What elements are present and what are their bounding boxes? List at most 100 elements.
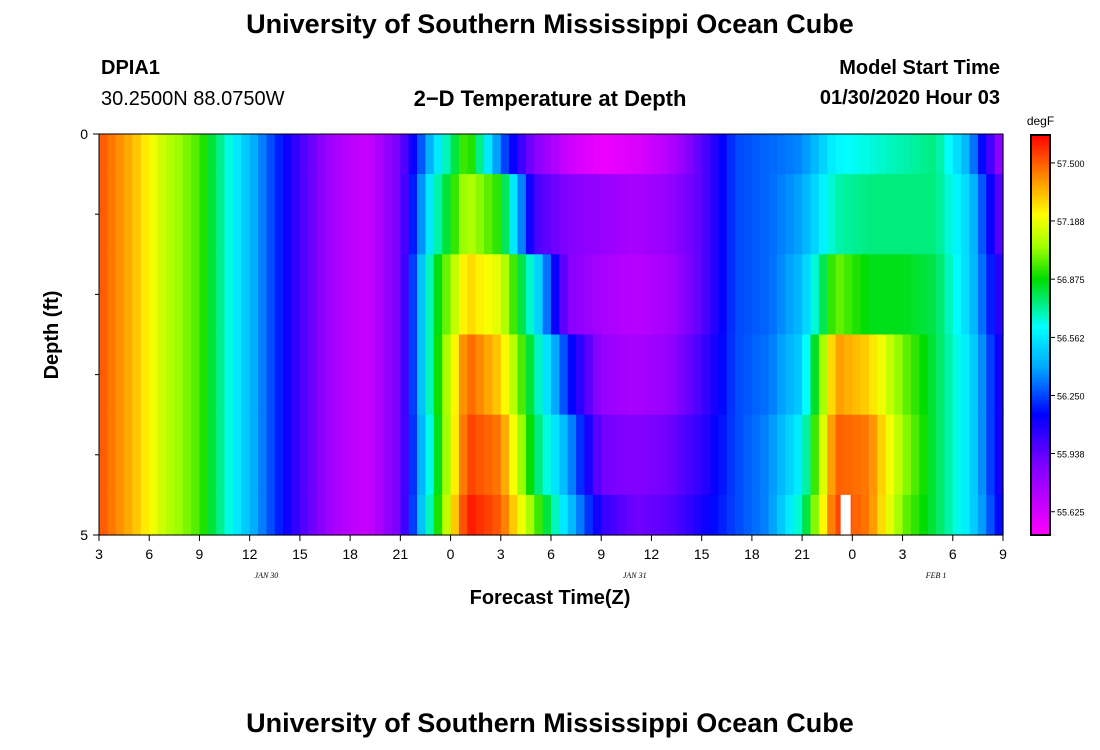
heatmap-cell: [216, 134, 226, 175]
colorbar-segment: [1031, 212, 1050, 216]
heatmap-cell: [885, 134, 895, 175]
heatmap-cell: [484, 174, 494, 255]
heatmap-cell: [484, 134, 494, 175]
heatmap-cell: [207, 494, 217, 536]
heatmap-cell: [927, 414, 937, 496]
heatmap-cell: [115, 134, 125, 175]
heatmap-cell: [768, 494, 778, 536]
colorbar-segment: [1031, 407, 1050, 411]
heatmap-cell: [249, 174, 259, 255]
heatmap-cell: [651, 414, 661, 496]
heatmap-cell: [902, 334, 912, 416]
heatmap-cell: [626, 134, 636, 175]
colorbar-segment: [1031, 395, 1050, 399]
heatmap-cell: [718, 494, 728, 536]
heatmap-cell: [952, 334, 962, 416]
heatmap-cell: [818, 254, 828, 336]
heatmap-cell: [818, 174, 828, 255]
heatmap-cell: [517, 134, 527, 175]
heatmap-cell: [793, 334, 803, 416]
heatmap-cell: [735, 174, 745, 255]
heatmap-cell: [626, 254, 636, 336]
heatmap-cell: [391, 174, 401, 255]
heatmap-cell: [283, 414, 293, 496]
colorbar-segment: [1031, 267, 1050, 271]
heatmap-cell: [567, 254, 577, 336]
heatmap-cell: [894, 494, 904, 536]
heatmap-cell: [124, 334, 134, 416]
x-axis-title: Forecast Time(Z): [470, 587, 631, 609]
colorbar-segment: [1031, 310, 1050, 314]
heatmap-cell: [140, 174, 150, 255]
heatmap-cell: [701, 334, 711, 416]
heatmap-cell: [350, 134, 360, 175]
heatmap-cell: [877, 334, 887, 416]
colorbar-segment: [1031, 145, 1050, 149]
colorbar-segment: [1031, 242, 1050, 246]
heatmap-cell: [509, 134, 519, 175]
heatmap-cell: [944, 334, 954, 416]
heatmap-cell: [358, 174, 368, 255]
heatmap-cell: [977, 134, 987, 175]
colorbar-segment: [1031, 190, 1050, 194]
colorbar-segment: [1031, 367, 1050, 371]
heatmap-cell: [266, 134, 276, 175]
colorbar-segment: [1031, 217, 1050, 221]
heatmap-cell: [258, 494, 268, 536]
heatmap-cell: [710, 334, 720, 416]
heatmap-cell: [768, 174, 778, 255]
heatmap-cell: [768, 254, 778, 336]
heatmap-cell: [885, 254, 895, 336]
colorbar-segment: [1031, 142, 1050, 146]
station-id: DPIA1: [101, 57, 160, 79]
heatmap-cell: [216, 494, 226, 536]
heatmap-cell: [802, 254, 812, 336]
plot-title: 2−D Temperature at Depth: [413, 86, 687, 111]
heatmap-cell: [944, 174, 954, 255]
heatmap-cell: [693, 414, 703, 496]
heatmap-cell: [651, 134, 661, 175]
heatmap-cell: [224, 334, 234, 416]
heatmap-cell: [852, 414, 862, 496]
heatmap-cell: [818, 494, 828, 536]
heatmap-cell: [232, 414, 242, 496]
heatmap-cell: [433, 134, 443, 175]
heatmap-cell: [350, 334, 360, 416]
heatmap-cell: [442, 174, 452, 255]
heatmap-cell: [626, 174, 636, 255]
heatmap-cell: [919, 414, 929, 496]
colorbar-segment: [1031, 297, 1050, 301]
colorbar-segment: [1031, 227, 1050, 231]
heatmap-cell: [383, 254, 393, 336]
heatmap-cell: [936, 254, 946, 336]
heatmap-cell: [936, 174, 946, 255]
colorbar-segment: [1031, 277, 1050, 281]
heatmap-cell: [207, 334, 217, 416]
heatmap-cell: [475, 334, 485, 416]
heatmap-cell: [157, 134, 167, 175]
heatmap-cell: [710, 254, 720, 336]
colorbar-segment: [1031, 215, 1050, 219]
heatmap-cell: [559, 414, 569, 496]
heatmap-cell: [961, 134, 971, 175]
colorbar-segment: [1031, 422, 1050, 426]
heatmap-cell: [458, 134, 468, 175]
heatmap-cells: [99, 134, 1004, 536]
heatmap-cell: [375, 134, 385, 175]
heatmap-cell: [199, 134, 209, 175]
heatmap-cell: [316, 174, 326, 255]
heatmap-cell: [743, 254, 753, 336]
heatmap-cell: [810, 134, 820, 175]
heatmap-cell: [843, 414, 853, 496]
colorbar-frame: [1030, 134, 1051, 536]
heatmap-cell: [877, 494, 887, 536]
heatmap-cell: [350, 494, 360, 536]
heatmap-cell: [165, 334, 175, 416]
heatmap-cell: [969, 414, 979, 496]
heatmap-cell: [525, 174, 535, 255]
heatmap-cell: [241, 414, 251, 496]
heatmap-cell: [484, 494, 494, 536]
heatmap-cell: [919, 174, 929, 255]
heatmap-cell: [961, 334, 971, 416]
colorbar-segment: [1031, 192, 1050, 196]
